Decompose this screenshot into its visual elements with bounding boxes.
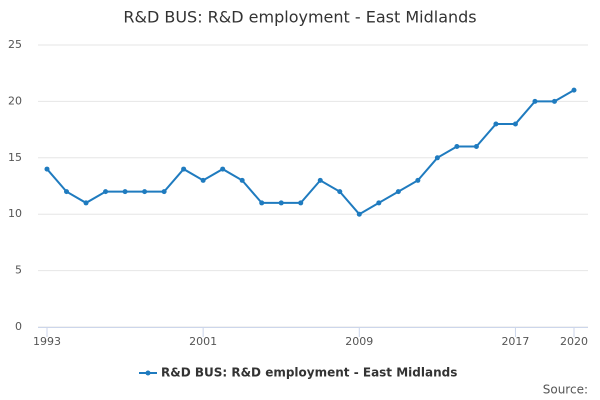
line (46, 89, 575, 216)
point (415, 177, 421, 183)
point (64, 189, 70, 195)
point (181, 166, 187, 172)
point (122, 189, 128, 195)
point (532, 98, 538, 104)
point (551, 98, 557, 104)
point (376, 200, 382, 206)
point (259, 200, 265, 206)
point (493, 121, 499, 127)
x-tick-label: 2009 (345, 335, 373, 348)
source: Source: (543, 383, 588, 397)
y-tick-label: 10 (8, 207, 22, 220)
legend-marker (145, 370, 151, 376)
point (317, 177, 323, 183)
x-tick-label: 2017 (501, 335, 529, 348)
x-tick-label: 2020 (560, 335, 588, 348)
point (434, 155, 440, 161)
point (161, 189, 167, 195)
point (473, 144, 479, 150)
point (239, 177, 245, 183)
point (220, 166, 226, 172)
point (454, 144, 460, 150)
point (83, 200, 89, 206)
point (200, 177, 206, 183)
legend-label: R&D BUS: R&D employment - East Midlands (161, 366, 457, 380)
point (142, 189, 148, 195)
x-tick-label: 1993 (33, 335, 61, 348)
point (298, 200, 304, 206)
point (44, 166, 50, 172)
point (337, 189, 343, 195)
y-tick-label: 5 (15, 264, 22, 277)
point (278, 200, 284, 206)
y-tick-label: 0 (15, 320, 22, 333)
y-tick-label: 25 (8, 38, 22, 51)
x-tick-label: 2001 (189, 335, 217, 348)
point (103, 189, 109, 195)
point (395, 189, 401, 195)
y-tick-label: 15 (8, 151, 22, 164)
y-tick-label: 20 (8, 94, 22, 107)
point (356, 211, 362, 217)
point (512, 121, 518, 127)
chart-title: R&D BUS: R&D employment - East Midlands (123, 8, 476, 27)
point (571, 87, 577, 93)
